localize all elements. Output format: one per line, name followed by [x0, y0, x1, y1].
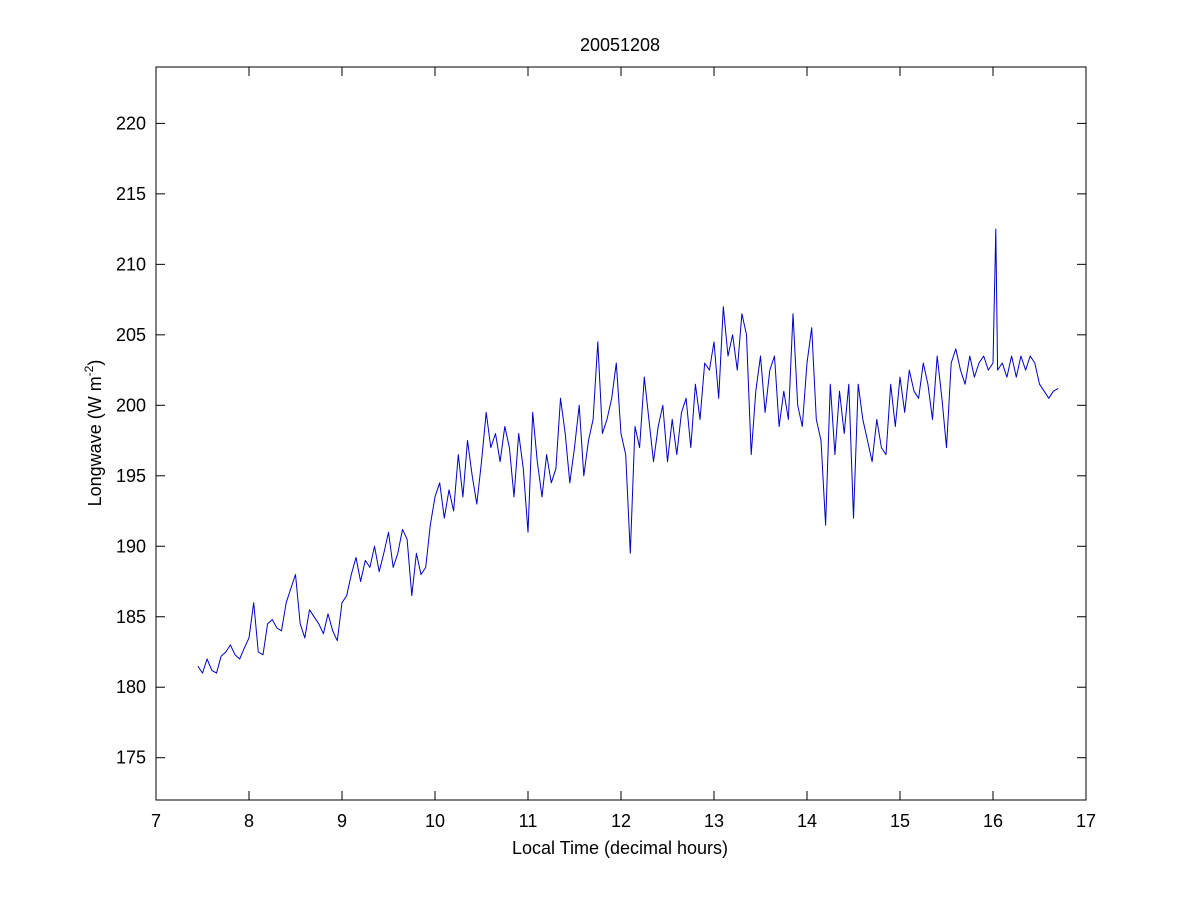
- y-tick-label: 180: [116, 677, 146, 697]
- y-tick-label: 215: [116, 184, 146, 204]
- y-axis-label-close: ): [85, 360, 105, 366]
- x-tick-label: 7: [151, 811, 161, 831]
- x-tick-label: 12: [611, 811, 631, 831]
- x-tick-label: 10: [425, 811, 445, 831]
- series-line: [197, 228, 1059, 674]
- x-tick-label: 15: [890, 811, 910, 831]
- x-tick-label: 16: [983, 811, 1003, 831]
- y-tick-label: 220: [116, 113, 146, 133]
- x-tick-label: 14: [797, 811, 817, 831]
- x-tick-label: 11: [519, 811, 538, 831]
- x-axis-label: Local Time (decimal hours): [512, 838, 728, 858]
- y-tick-label: 190: [116, 536, 146, 556]
- series-layer: [197, 228, 1059, 674]
- y-axis-label-base: Longwave (W m: [85, 376, 105, 506]
- plot-frame: [155, 66, 1087, 801]
- ticks: 7 8 9 10 11 12 13 14 15 16 17 175 180 185 190 195 200 205…: [116, 67, 1096, 831]
- y-tick-label: 210: [116, 254, 146, 274]
- x-tick-label: 8: [244, 811, 254, 831]
- x-tick-label: 9: [337, 811, 347, 831]
- y-axis-label: Longwave (W m-2): [82, 360, 105, 507]
- y-axis-label-exponent: -2: [82, 365, 96, 376]
- x-tick-label: 13: [704, 811, 724, 831]
- y-tick-label: 195: [116, 466, 146, 486]
- y-tick-label: 205: [116, 325, 146, 345]
- y-tick-label: 175: [116, 748, 146, 768]
- x-tick-label: 17: [1076, 811, 1096, 831]
- chart-title: 20051208: [580, 35, 660, 55]
- y-tick-label: 200: [116, 395, 146, 415]
- y-tick-label: 185: [116, 607, 146, 627]
